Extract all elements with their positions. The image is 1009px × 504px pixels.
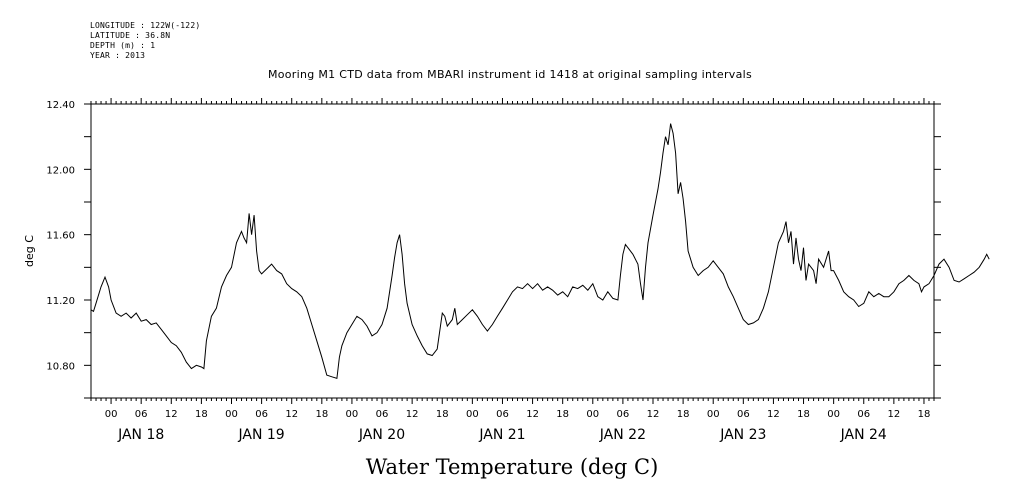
- x-hour-label: 12: [767, 409, 780, 420]
- x-hour-label: 18: [918, 409, 931, 420]
- x-hour-label: 12: [887, 409, 900, 420]
- y-tick-label: 12.00: [46, 165, 75, 176]
- x-hour-label: 06: [857, 409, 870, 420]
- location-metadata: LONGITUDE : 122W(-122) LATITUDE : 36.8N …: [90, 21, 200, 61]
- x-date-label: JAN 21: [478, 427, 525, 443]
- y-axis-label: deg C: [23, 235, 36, 267]
- x-hour-label: 06: [496, 409, 509, 420]
- latitude-label: LATITUDE : 36.8N: [90, 31, 171, 40]
- x-hour-label: 06: [135, 409, 148, 420]
- x-hour-label: 12: [406, 409, 419, 420]
- x-date-label: JAN 22: [599, 427, 646, 443]
- x-hour-label: 12: [165, 409, 178, 420]
- x-date-label: JAN 19: [238, 427, 285, 443]
- x-date-label: JAN 20: [358, 427, 405, 443]
- x-hour-label: 12: [526, 409, 539, 420]
- x-date-label: JAN 18: [117, 427, 164, 443]
- y-tick-label: 11.60: [46, 231, 75, 242]
- water-temperature-line: [90, 123, 990, 380]
- x-hour-label: 00: [586, 409, 599, 420]
- x-hour-label: 00: [827, 409, 840, 420]
- x-axis-label: Water Temperature (deg C): [366, 455, 659, 479]
- x-hour-label: 00: [105, 409, 118, 420]
- x-date-label: JAN 24: [840, 427, 887, 443]
- y-tick-label: 10.80: [46, 361, 75, 372]
- x-hour-label: 06: [376, 409, 389, 420]
- x-hour-label: 00: [346, 409, 359, 420]
- y-axis-ticks: 10.80 11.20 11.60 12.00 12.40: [46, 100, 941, 399]
- plot-frame: [90, 103, 935, 399]
- x-hour-label: 12: [647, 409, 660, 420]
- x-hour-label: 18: [315, 409, 328, 420]
- x-hour-label: 12: [285, 409, 298, 420]
- x-hour-label: 00: [225, 409, 238, 420]
- x-hour-label: 06: [255, 409, 268, 420]
- x-hour-label: 18: [436, 409, 449, 420]
- x-hour-label: 06: [737, 409, 750, 420]
- x-hour-label: 00: [466, 409, 479, 420]
- x-date-label: JAN 23: [719, 427, 766, 443]
- x-hour-label: 18: [556, 409, 569, 420]
- y-tick-label: 11.20: [46, 296, 75, 307]
- x-hour-label: 18: [677, 409, 690, 420]
- x-hour-label: 18: [195, 409, 208, 420]
- chart-title: Mooring M1 CTD data from MBARI instrumen…: [267, 68, 753, 81]
- x-hour-label: 00: [707, 409, 720, 420]
- depth-label: DEPTH (m) : 1: [90, 41, 156, 50]
- year-label: YEAR : 2013: [90, 51, 146, 60]
- x-axis-ticks: 00 06 12 18 00 06 12 18 00 06 12 18 00 06 12 18 00 06 12 18…: [90, 98, 935, 443]
- x-hour-label: 18: [797, 409, 810, 420]
- longitude-label: LONGITUDE : 122W(-122): [90, 21, 201, 30]
- x-hour-label: 06: [617, 409, 630, 420]
- y-tick-label: 12.40: [46, 100, 75, 111]
